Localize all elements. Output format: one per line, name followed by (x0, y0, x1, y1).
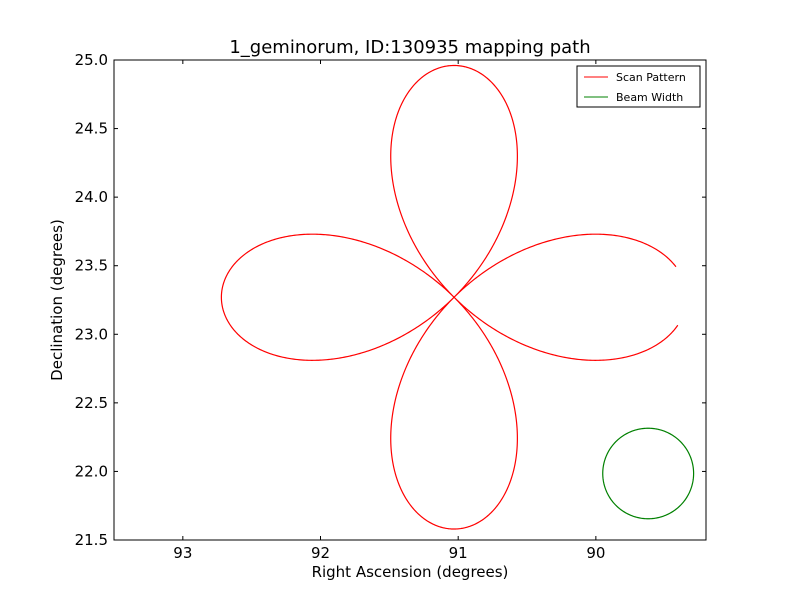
x-tick-label: 93 (173, 544, 192, 562)
y-tick-label: 22.5 (75, 394, 108, 412)
legend-box (576, 65, 701, 108)
x-tick-label: 91 (449, 544, 468, 562)
y-tick-label: 22.0 (75, 462, 108, 480)
y-tick-label: 24.5 (75, 120, 108, 138)
x-tick-label: 92 (311, 544, 330, 562)
legend: Scan Pattern Beam Width (576, 65, 701, 108)
legend-label-beam-width: Beam Width (616, 91, 683, 104)
data-layer (220, 64, 695, 530)
y-tick-label: 23.0 (75, 325, 108, 343)
plot-frame (113, 59, 707, 541)
y-axis-label: Declination (degrees) (48, 219, 66, 381)
y-tick-label: 23.5 (75, 257, 108, 275)
series-line-scan-pattern (220, 64, 679, 530)
chart-title: 1_geminorum, ID:130935 mapping path (229, 37, 590, 58)
series-line-beam-width (602, 427, 695, 520)
x-axis-label: Right Ascension (degrees) (312, 563, 509, 581)
legend-label-scan-pattern: Scan Pattern (616, 71, 686, 84)
y-tick-label: 24.0 (75, 188, 108, 206)
tick-layer: 93 92 91 90 21.5 22.0 22.5 23.0 23.5 24.0 24.5 25.0 (75, 51, 706, 562)
plot-background (114, 60, 706, 540)
x-tick-label: 90 (586, 544, 605, 562)
y-tick-label: 21.5 (75, 531, 108, 549)
y-tick-label: 25.0 (75, 51, 108, 69)
